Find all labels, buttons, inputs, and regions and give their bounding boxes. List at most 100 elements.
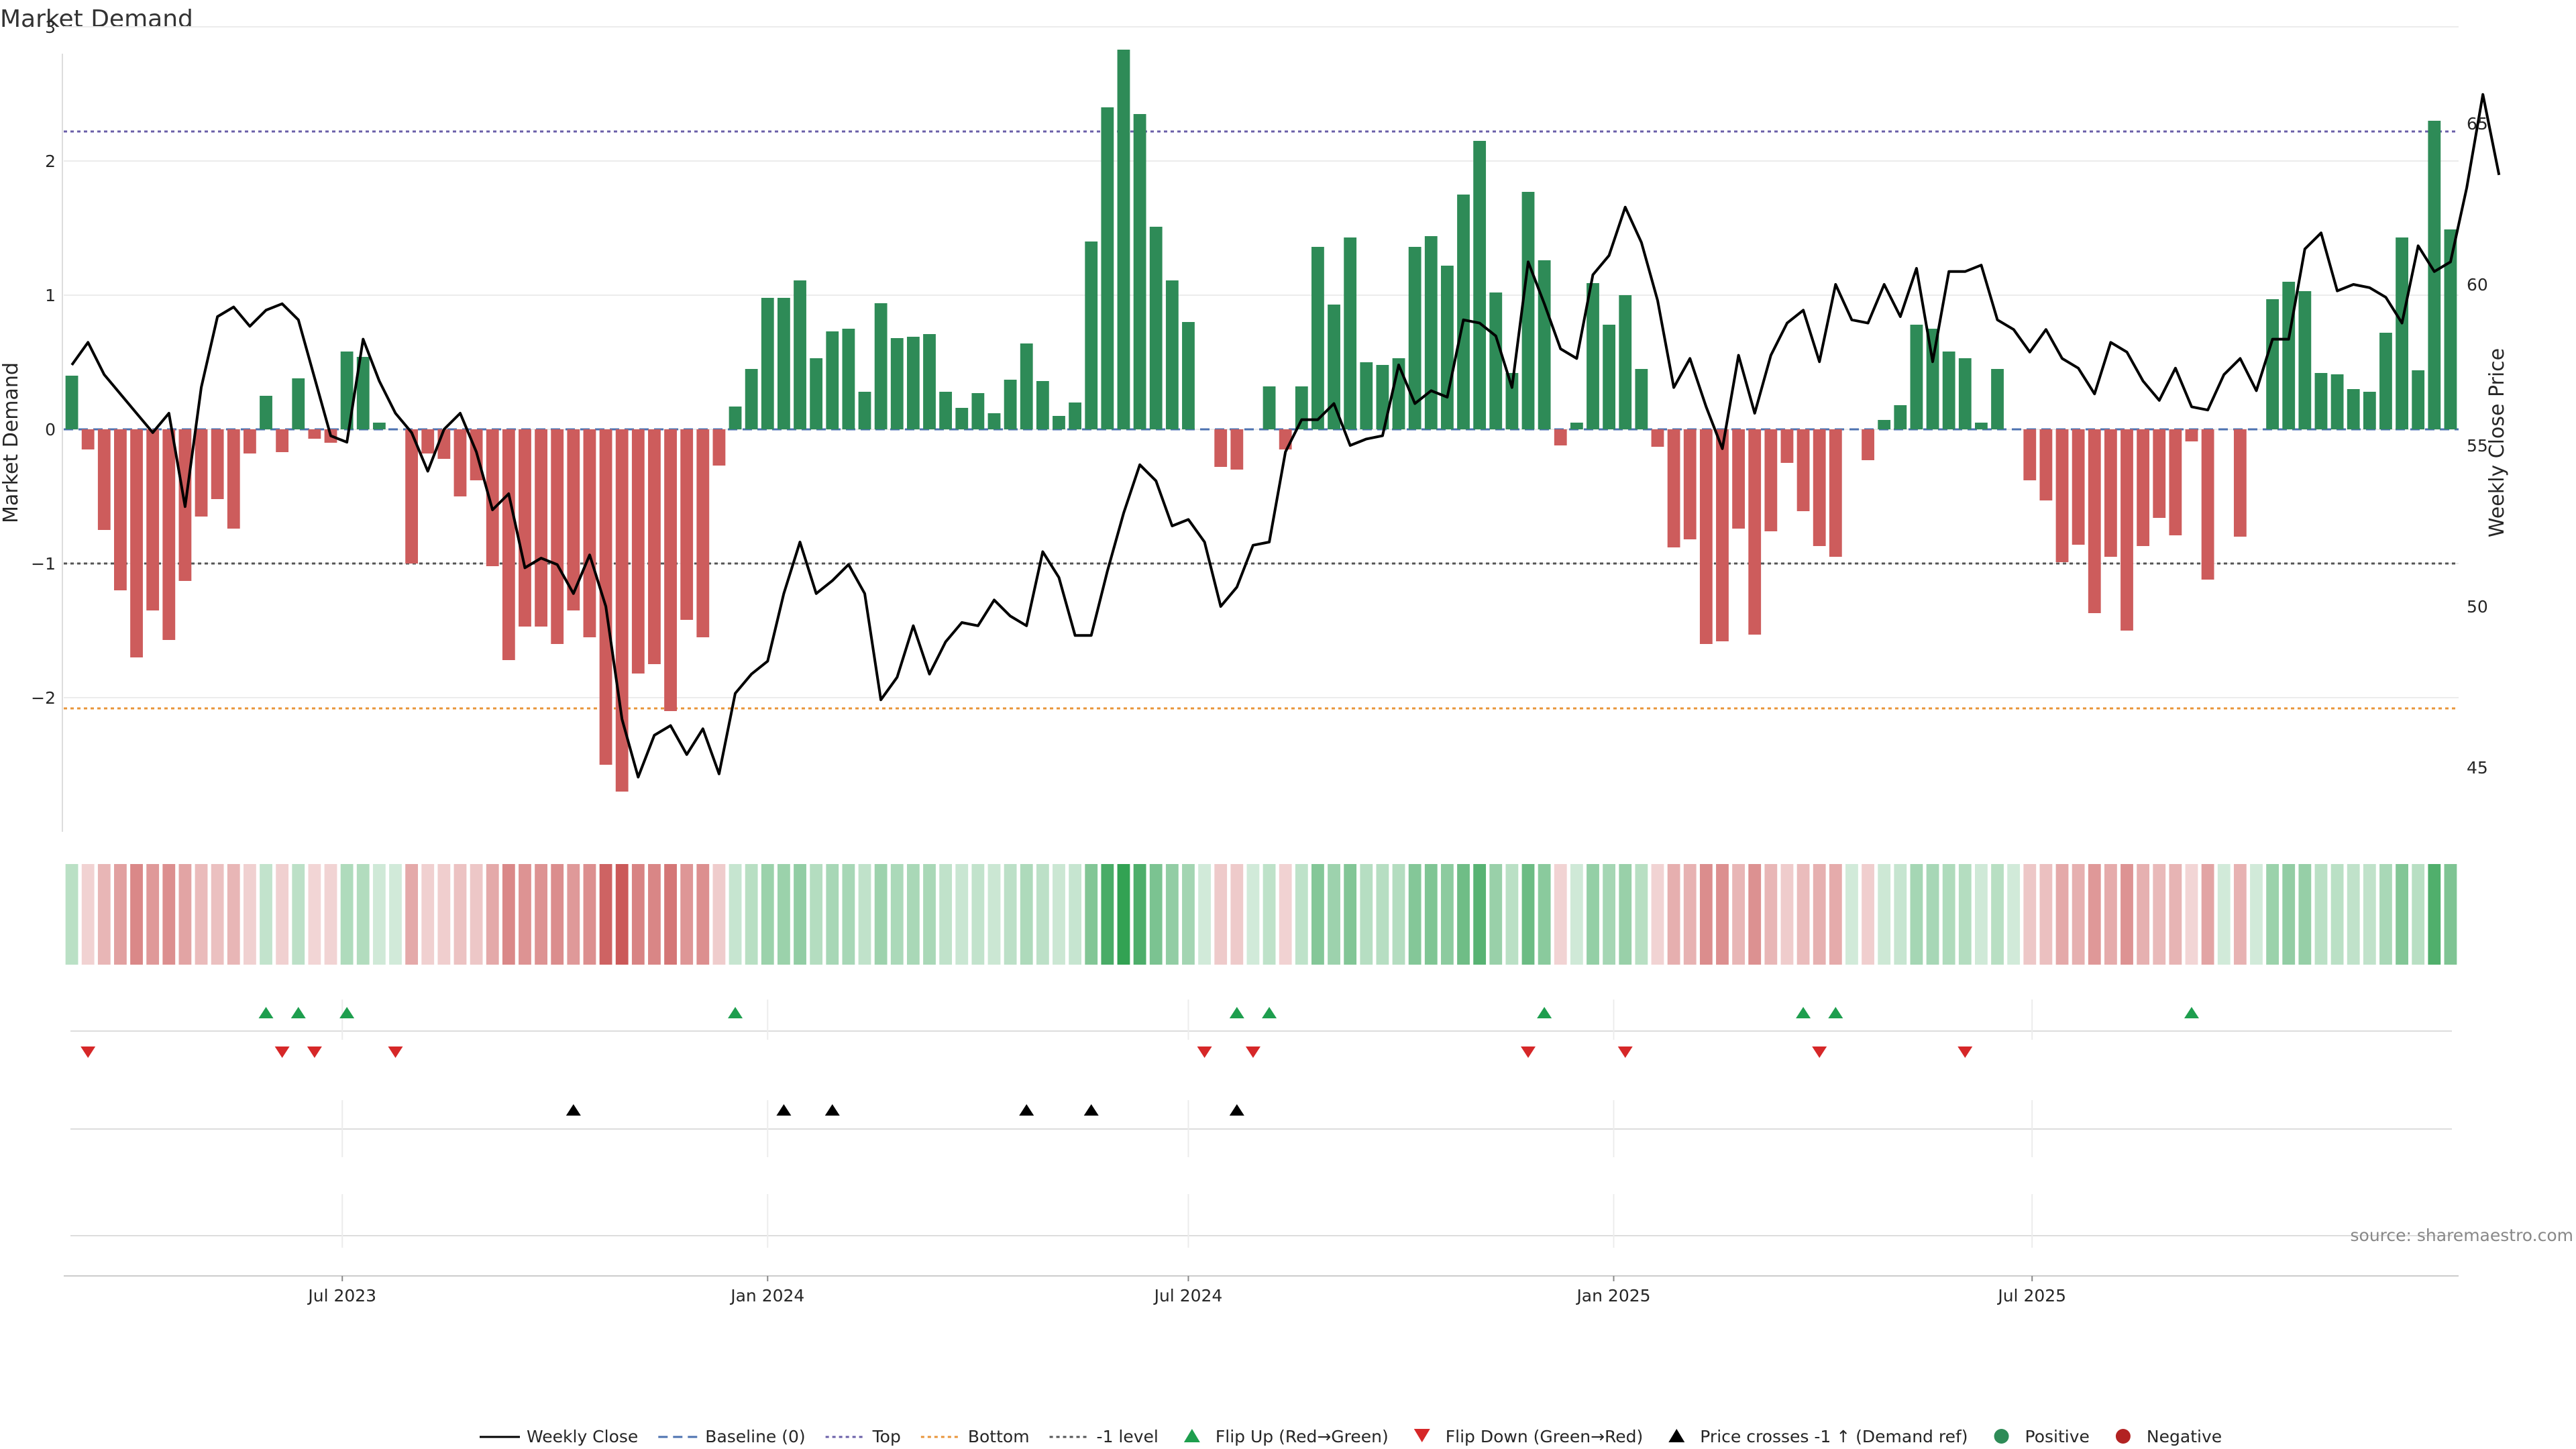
heat-cell — [2072, 864, 2085, 965]
flip-up-marker — [728, 1007, 743, 1018]
demand-bars — [65, 50, 2457, 792]
heat-cell — [777, 864, 790, 965]
demand-bar-positive — [874, 303, 888, 429]
heat-cell — [1489, 864, 1503, 965]
demand-bar-positive — [777, 298, 790, 429]
demand-bar-negative — [2039, 429, 2053, 500]
demand-bar-negative — [1716, 429, 1729, 641]
demand-bar-negative — [211, 429, 224, 499]
demand-bar-negative — [648, 429, 661, 664]
y-tick-label: −2 — [31, 688, 56, 708]
heat-cell — [2444, 864, 2457, 965]
heat-cell — [81, 864, 95, 965]
legend-item: Flip Down (Green→Red) — [1413, 1427, 1644, 1446]
demand-bar-positive — [356, 357, 370, 429]
axes: 3 2 1 0 −1 −2 65 60 55 50 45 — [31, 17, 2488, 832]
heat-cell — [340, 864, 354, 965]
demand-bar-positive — [906, 337, 920, 429]
demand-bar-negative — [2137, 429, 2150, 546]
chart-legend: Weekly Close Baseline (0) Top Bottom -1 leve… — [480, 1427, 2222, 1446]
heat-cell — [1020, 864, 1033, 965]
legend-label: Bottom — [968, 1427, 1030, 1446]
demand-bar-positive — [1408, 247, 1421, 429]
heat-cell — [2121, 864, 2133, 965]
heat-cell — [1651, 864, 1664, 965]
heat-cell — [1780, 864, 1794, 965]
heat-cell — [874, 864, 888, 965]
price-cross-marker — [566, 1104, 581, 1116]
heat-cell — [729, 864, 742, 965]
demand-bar-positive — [1457, 195, 1470, 429]
price-cross-marker — [1229, 1104, 1244, 1116]
heat-cell — [356, 864, 370, 965]
legend-swatch — [1413, 1429, 1430, 1442]
heat-cell — [1182, 864, 1195, 965]
event-markers — [70, 1000, 2452, 1248]
legend-label: Top — [872, 1427, 901, 1446]
demand-bar-positive — [2444, 229, 2457, 429]
demand-bar-negative — [195, 429, 208, 517]
heat-cell — [1505, 864, 1519, 965]
y-tick-label: 2 — [45, 152, 56, 171]
heat-cell — [97, 864, 111, 965]
demand-bar-positive — [1570, 423, 1583, 429]
demand-bar-negative — [664, 429, 677, 711]
demand-bar-positive — [2379, 333, 2392, 429]
y-axis-label: Market Demand — [0, 362, 23, 523]
flip-down-marker — [274, 1046, 290, 1058]
demand-bar-positive — [1635, 369, 1648, 429]
demand-bar-negative — [680, 429, 694, 620]
demand-bar-positive — [1975, 423, 1988, 429]
heat-cell — [1263, 864, 1276, 965]
demand-bar-positive — [1991, 369, 2004, 429]
legend-item: Negative — [2115, 1427, 2222, 1446]
demand-bar-negative — [551, 429, 564, 644]
demand-bar-negative — [81, 429, 95, 449]
demand-bar-negative — [1780, 429, 1794, 463]
flip-down-marker — [1521, 1046, 1536, 1058]
demand-bar-negative — [519, 429, 531, 627]
demand-bar-negative — [1651, 429, 1664, 447]
heat-cell — [1311, 864, 1324, 965]
demand-bar-negative — [243, 429, 256, 453]
demand-bar-positive — [2298, 291, 2312, 429]
demand-bar-positive — [1020, 343, 1033, 429]
demand-bar-positive — [2330, 374, 2344, 429]
demand-bar-positive — [1328, 305, 1340, 429]
heat-cell — [987, 864, 1001, 965]
heat-cell — [2233, 864, 2247, 965]
demand-bar-positive — [1521, 192, 1535, 429]
legend-label: Flip Down (Green→Red) — [1446, 1427, 1644, 1446]
demand-bar-negative — [453, 429, 467, 496]
heat-cell — [939, 864, 953, 965]
heat-cell — [1295, 864, 1308, 965]
heat-cell — [1117, 864, 1130, 965]
source-credit: source: sharemaestro.com — [2351, 1226, 2574, 1245]
heat-cell — [696, 864, 710, 965]
heat-cell — [1165, 864, 1179, 965]
demand-bar-negative — [1683, 429, 1697, 539]
heat-cell — [1991, 864, 2004, 965]
x-tick-label: Jan 2025 — [1575, 1286, 1650, 1305]
price-cross-marker — [776, 1104, 792, 1116]
demand-bar-negative — [2233, 429, 2247, 537]
heat-cell — [2169, 864, 2182, 965]
heat-cell — [664, 864, 677, 965]
y2-tick-label: 50 — [2467, 597, 2488, 616]
heat-cell — [842, 864, 855, 965]
demand-bar-negative — [1667, 429, 1680, 547]
legend-item: Weekly Close — [480, 1427, 638, 1446]
flip-up-marker — [258, 1007, 274, 1018]
heat-cell — [1554, 864, 1567, 965]
heat-cell — [631, 864, 645, 965]
heat-cell — [178, 864, 192, 965]
legend-swatch — [2115, 1429, 2131, 1444]
demand-bar-positive — [745, 369, 758, 429]
chart-title: Market Demand — [0, 5, 193, 33]
demand-bar-positive — [890, 338, 904, 429]
flip-down-marker — [1197, 1046, 1212, 1058]
y2-axis-label: Weekly Close Price — [2485, 348, 2509, 537]
demand-bar-negative — [130, 429, 143, 657]
demand-bar-negative — [1764, 429, 1778, 531]
